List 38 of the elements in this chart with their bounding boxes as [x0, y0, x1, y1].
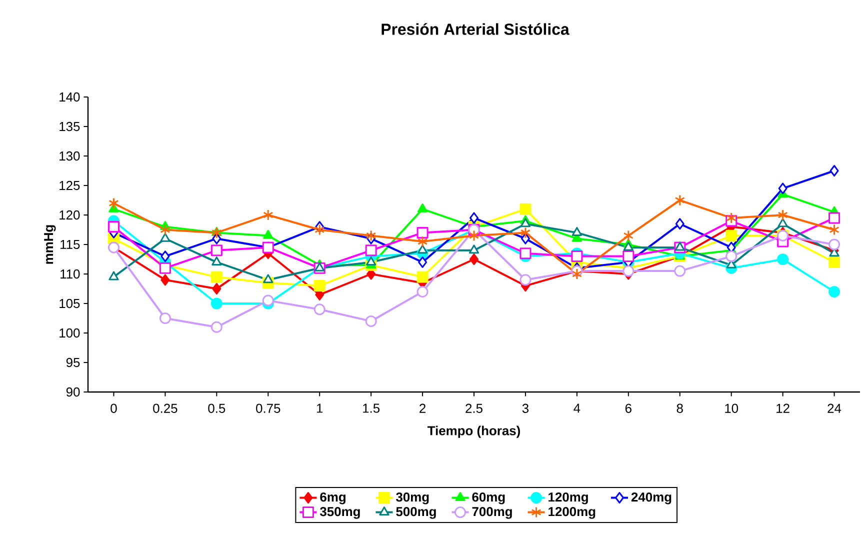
y-tick-label: 125	[60, 180, 80, 190]
legend-label: 350mg	[320, 507, 360, 519]
legend-label: 30mg	[396, 492, 429, 504]
x-tick-label: 1	[316, 404, 323, 413]
x-tick-label: 4	[574, 404, 580, 413]
x-axis-title: Tiempo (horas)	[427, 426, 520, 438]
legend-label: 120mg	[548, 492, 588, 504]
x-tick-label: 10	[725, 404, 738, 413]
chart-title: Presión Arterial Sistólica	[382, 23, 570, 35]
x-tick-label: 1.5	[363, 404, 380, 413]
y-tick-label: 135	[60, 122, 80, 132]
y-tick-label: 115	[60, 240, 80, 250]
y-tick-label: 105	[60, 298, 80, 308]
y-tick-label: 120	[60, 210, 80, 220]
y-tick-label: 130	[60, 151, 80, 161]
legend-label: 700mg	[472, 507, 512, 519]
x-tick-label: 0.25	[153, 404, 178, 413]
y-tick-label: 140	[60, 92, 80, 102]
y-tick-label: 90	[66, 387, 80, 397]
y-tick-label: 110	[60, 269, 80, 279]
y-tick-label: 100	[60, 328, 80, 338]
y-tick-label: 95	[66, 358, 80, 368]
x-tick-label: 8	[676, 404, 683, 413]
x-tick-label: 0.5	[208, 404, 226, 413]
legend-label: 500mg	[396, 507, 436, 519]
legend-label: 60mg	[472, 492, 505, 504]
legend-label: 240mg	[631, 492, 672, 504]
x-tick-label: 3	[522, 404, 529, 413]
x-tick-label: 0.75	[256, 404, 280, 413]
x-tick-label: 24	[828, 404, 842, 413]
y-axis-title: mmHg	[44, 225, 56, 264]
x-tick-label: 2	[420, 404, 426, 413]
legend-label: 1200mg	[548, 507, 596, 519]
x-tick-label: 12	[776, 404, 790, 413]
x-tick-label: 2.5	[466, 404, 482, 413]
x-tick-label: 0	[110, 404, 117, 413]
x-tick-label: 6	[625, 404, 632, 413]
legend-label: 6mg	[320, 492, 346, 504]
